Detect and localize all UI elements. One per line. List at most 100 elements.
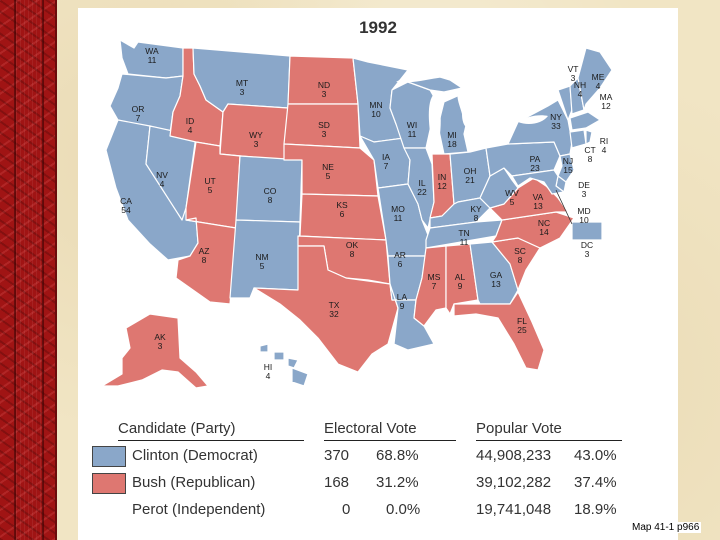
- legend-popular-percent: 43.0%: [574, 447, 617, 464]
- legend-electoral-percent: 0.0%: [386, 501, 421, 518]
- side-bar-stripe: [14, 0, 44, 540]
- state-label-NH: NH 4: [574, 80, 586, 99]
- state-HI[interactable]: [273, 351, 285, 361]
- legend-candidate: Perot (Independent): [132, 501, 266, 518]
- state-RI[interactable]: [585, 129, 593, 145]
- state-label-CA: CA 54: [120, 196, 132, 215]
- state-label-PA: PA 23: [530, 154, 541, 173]
- legend-swatch-republican: [92, 473, 126, 494]
- state-label-ME: ME 4: [592, 72, 605, 91]
- state-label-NM: NM 5: [255, 252, 268, 271]
- legend-electoral-votes: 168: [324, 474, 350, 491]
- legend-rule-electoral: [324, 440, 456, 441]
- state-label-VA: VA 13: [533, 192, 544, 211]
- source-note: Map 41-1 p966: [630, 522, 702, 533]
- state-DC[interactable]: [571, 221, 603, 241]
- decorative-side-bar: [0, 0, 57, 540]
- state-label-DC: DC 3: [581, 240, 593, 259]
- state-LA[interactable]: [389, 283, 435, 351]
- state-label-MO: MO 11: [391, 204, 405, 223]
- state-NY[interactable]: [507, 99, 573, 157]
- state-label-CO: CO 8: [264, 186, 277, 205]
- state-label-AL: AL 9: [455, 272, 466, 291]
- lake-huron: [457, 92, 474, 128]
- us-election-map: WA 11 OR 7 CA 54 NV 4 ID 4 MT 3 WY 3 UT 5 AZ 8 CO 8 NM 5 ND 3 SD…: [101, 39, 613, 389]
- state-label-OK: OK 8: [346, 240, 359, 259]
- legend-rule-candidate: [118, 440, 304, 441]
- state-label-TN: TN 11: [458, 228, 469, 247]
- state-TX[interactable]: [253, 245, 399, 373]
- legend-popular-votes: 19,741,048: [476, 501, 552, 518]
- dc-leader-line: [555, 189, 573, 225]
- legend-header-popular: Popular Vote: [476, 420, 562, 437]
- state-label-WY: WY 3: [249, 130, 263, 149]
- state-label-LA: LA 9: [397, 292, 408, 311]
- state-label-UT: UT 5: [204, 176, 215, 195]
- legend-header-candidate: Candidate (Party): [118, 420, 236, 437]
- lake-erie: [470, 137, 508, 149]
- state-label-TX: TX 32: [329, 300, 340, 319]
- state-label-AZ: AZ 8: [199, 246, 210, 265]
- state-label-MD: MD 10: [577, 206, 590, 225]
- state-label-OR: OR 7: [132, 104, 145, 123]
- state-label-NV: NV 4: [156, 170, 168, 189]
- lake-superior: [396, 67, 453, 83]
- state-HI[interactable]: [291, 367, 309, 387]
- state-label-MN: MN 10: [369, 100, 382, 119]
- legend-electoral-percent: 31.2%: [376, 474, 419, 491]
- state-label-OH: OH 21: [464, 166, 477, 185]
- map-title: 1992: [359, 18, 397, 37]
- legend-popular-votes: 44,908,233: [476, 447, 552, 464]
- state-label-ND: ND 3: [318, 80, 330, 99]
- legend-row-bush: Bush (Republican) 168 31.2% 39,102,282 3…: [90, 471, 640, 495]
- state-label-CT: CT 8: [584, 145, 595, 164]
- state-label-HI: HI 4: [264, 362, 273, 381]
- legend-row-perot: Perot (Independent) 0 0.0% 19,741,048 18…: [90, 498, 640, 522]
- state-label-KY: KY 8: [470, 204, 482, 223]
- state-label-SC: SC 8: [514, 246, 526, 265]
- legend-popular-votes: 39,102,282: [476, 474, 552, 491]
- lake-michigan: [428, 94, 441, 143]
- state-label-IL: IL 22: [417, 178, 427, 197]
- state-IL[interactable]: [403, 147, 435, 229]
- legend-electoral-percent: 68.8%: [376, 447, 419, 464]
- legend-popular-percent: 37.4%: [574, 474, 617, 491]
- legend-row-clinton: Clinton (Democrat) 370 68.8% 44,908,233 …: [90, 444, 640, 468]
- state-label-DE: DE 3: [578, 180, 590, 199]
- state-label-NJ: NJ 15: [563, 156, 573, 175]
- state-label-AK: AK 3: [154, 332, 166, 351]
- state-label-VT: VT 3: [568, 64, 579, 83]
- state-label-RI: RI 4: [600, 136, 609, 155]
- state-HI[interactable]: [259, 343, 269, 353]
- state-label-MI: MI 18: [447, 130, 457, 149]
- state-MD[interactable]: [511, 169, 565, 195]
- legend-popular-percent: 18.9%: [574, 501, 617, 518]
- legend-candidate: Clinton (Democrat): [132, 447, 258, 464]
- legend-swatch-democrat: [92, 446, 126, 467]
- state-ME[interactable]: [577, 47, 613, 111]
- state-label-ID: ID 4: [186, 116, 195, 135]
- state-label-MA: MA 12: [600, 92, 613, 111]
- state-label-NE: NE 5: [322, 162, 334, 181]
- state-label-MT: MT 3: [236, 78, 248, 97]
- state-MA[interactable]: [569, 111, 601, 131]
- state-HI[interactable]: [287, 357, 299, 369]
- state-label-GA: GA 13: [490, 270, 503, 289]
- legend-electoral-votes: 370: [324, 447, 350, 464]
- state-label-KS: KS 6: [336, 200, 348, 219]
- state-label-NC: NC 14: [538, 218, 550, 237]
- state-label-FL: FL 25: [517, 316, 527, 335]
- state-label-NY: NY 33: [550, 112, 562, 131]
- lake-ontario: [518, 115, 548, 124]
- legend-header-electoral: Electoral Vote: [324, 420, 417, 437]
- state-label-IN: IN 12: [437, 172, 447, 191]
- state-label-WI: WI 11: [407, 120, 417, 139]
- legend-electoral-votes: 0: [342, 501, 351, 518]
- state-label-AR: AR 6: [394, 250, 406, 269]
- state-AK[interactable]: [101, 313, 209, 389]
- legend-rule-popular: [476, 440, 622, 441]
- state-label-SD: SD 3: [318, 120, 330, 139]
- state-FL[interactable]: [453, 291, 545, 371]
- state-label-MS: MS 7: [428, 272, 441, 291]
- great-lakes: [396, 67, 548, 149]
